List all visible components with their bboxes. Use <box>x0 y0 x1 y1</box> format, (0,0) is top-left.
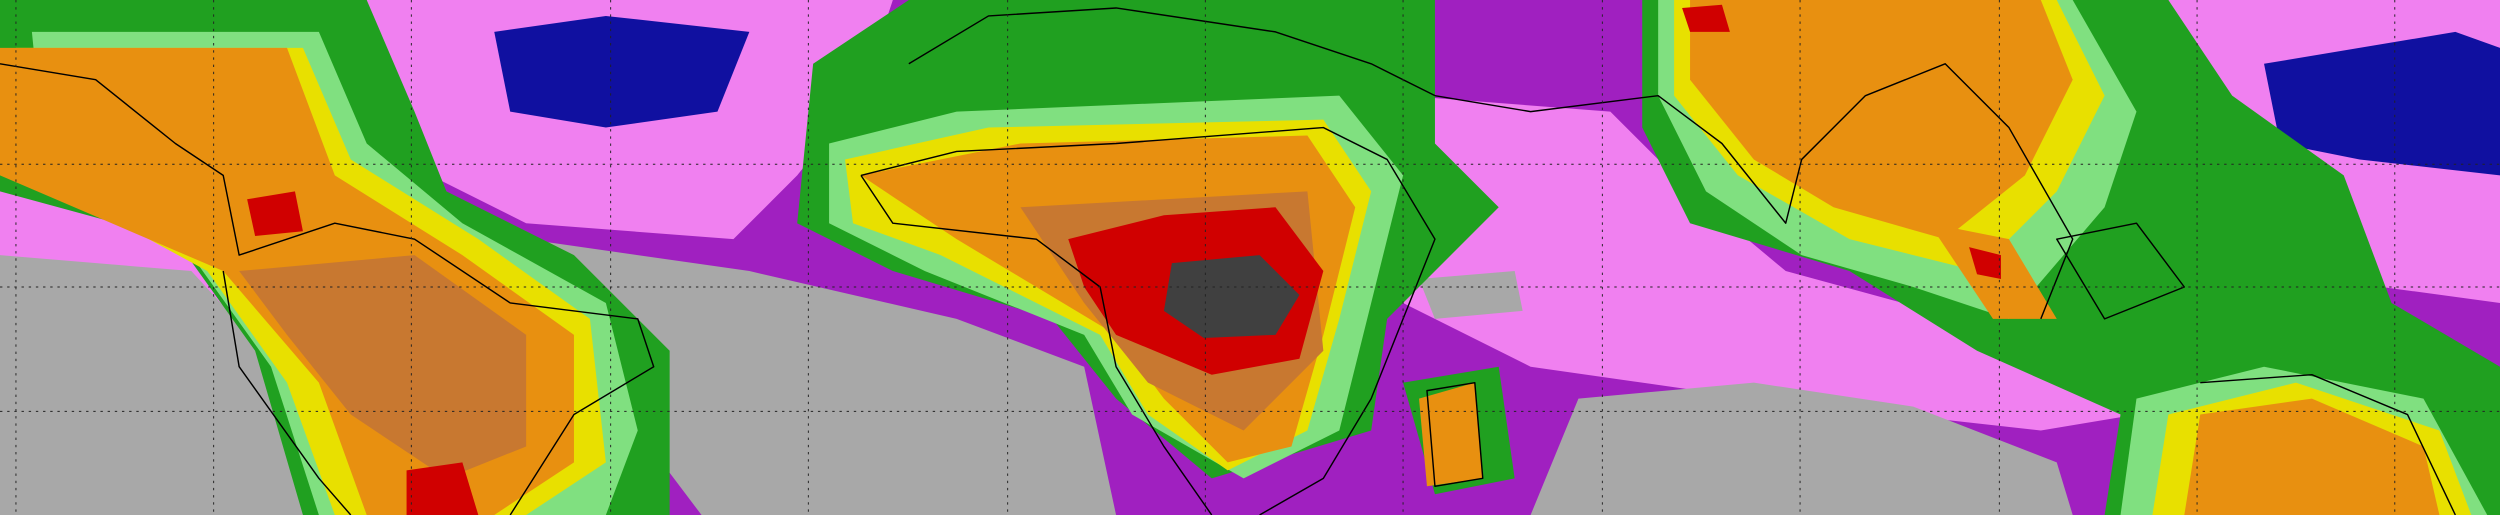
coastline <box>908 7 1436 97</box>
orange-zone <box>1690 0 2073 240</box>
dry-area <box>1419 271 1523 319</box>
coastline <box>0 63 655 515</box>
coastline <box>1426 381 1484 488</box>
red-zone <box>247 191 303 236</box>
heavy-zone <box>239 255 527 479</box>
dry-area <box>526 239 1117 515</box>
coastline <box>2056 222 2186 320</box>
dry-area <box>1530 382 2073 515</box>
coastline <box>860 126 1436 515</box>
red-zone <box>1969 247 2001 280</box>
extreme-zone <box>1163 255 1300 339</box>
coastline <box>222 270 352 515</box>
coastline <box>1434 63 2074 320</box>
coastline <box>2200 373 2457 515</box>
dry-area <box>0 255 303 515</box>
blue-band <box>2264 31 2500 176</box>
blue-band <box>494 15 750 128</box>
orange-zone <box>2184 398 2440 515</box>
red-zone <box>406 462 479 515</box>
red-zone <box>1682 4 1730 32</box>
orange-zone <box>1419 382 1483 487</box>
